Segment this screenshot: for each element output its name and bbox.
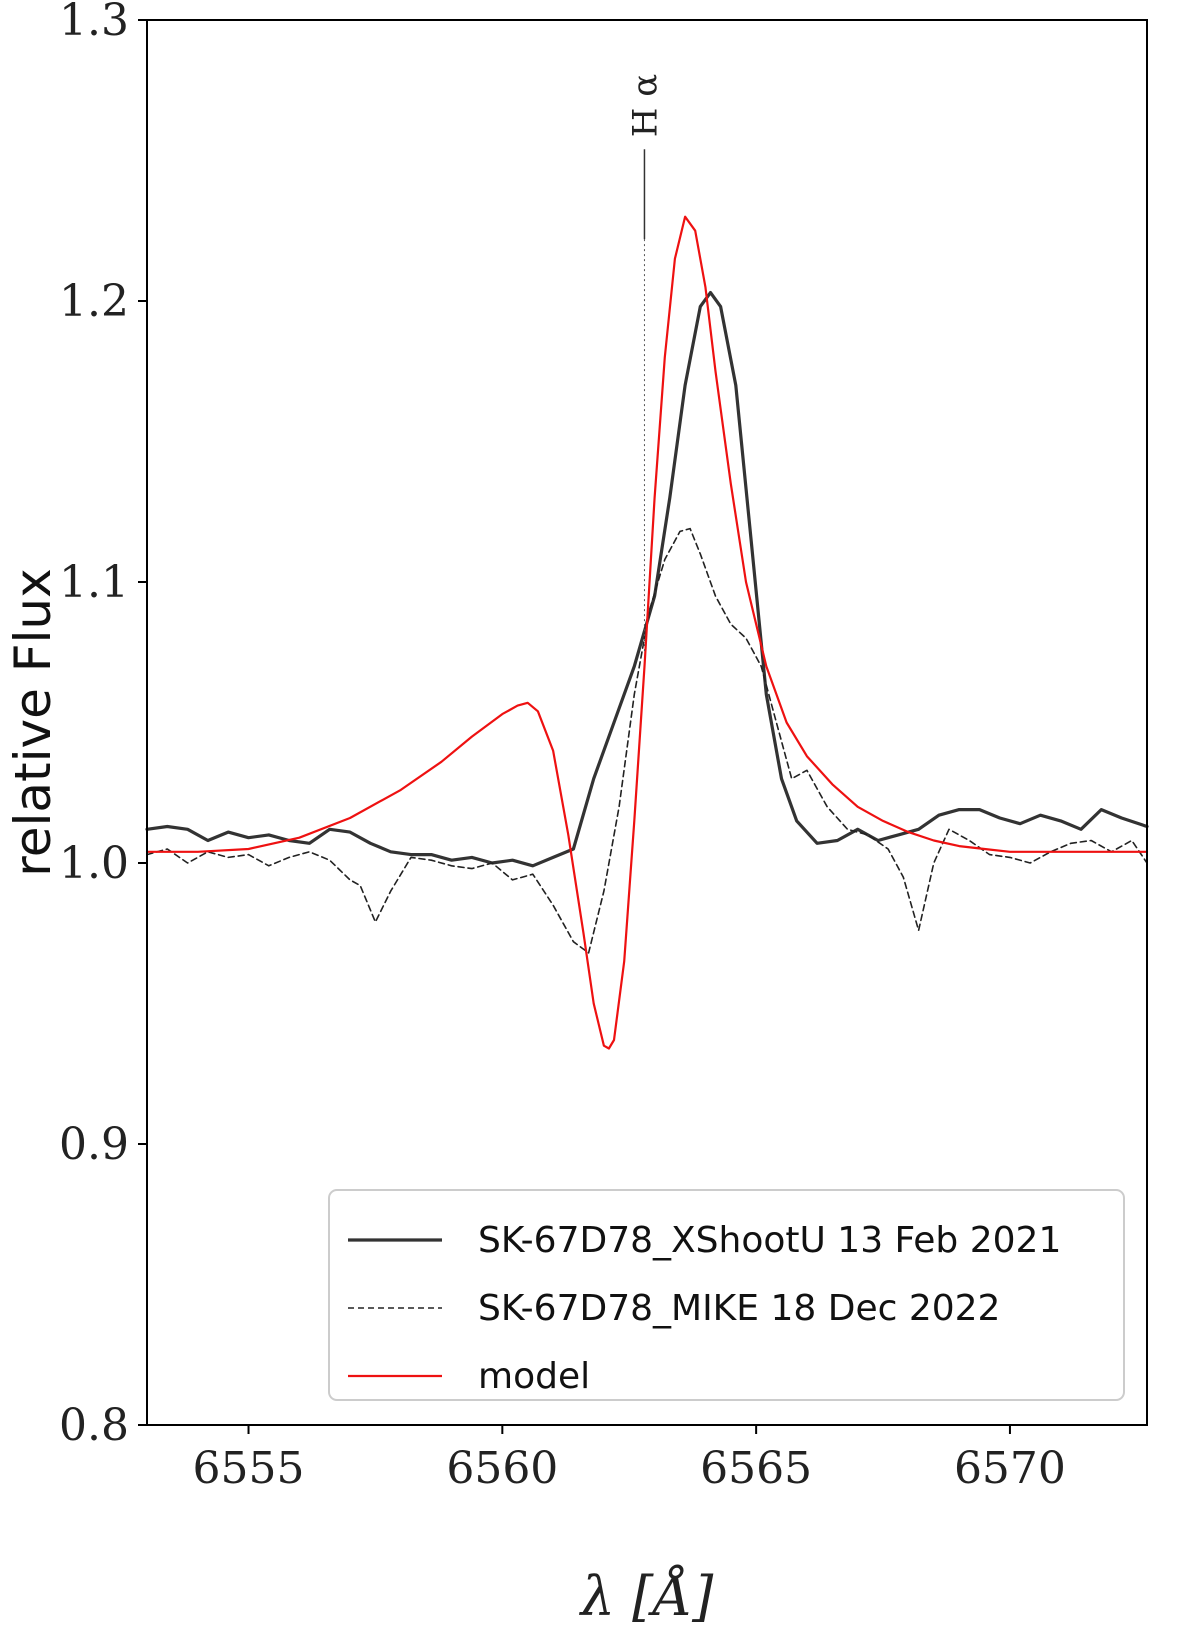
x-tick-label: 6560 (446, 1443, 558, 1494)
x-tick-label: 6555 (193, 1443, 305, 1494)
axis-ticks: 6555 6560 6565 6570 0.8 0.9 1.0 1.1 1.2 1.3 (59, 0, 1066, 1494)
x-axis-title: λ [Å] (579, 1563, 714, 1628)
plot-area (145, 215, 1149, 1050)
h-alpha-label: H α (625, 74, 665, 137)
legend-box (328, 1189, 1125, 1401)
h-alpha-annotation: H α (625, 74, 665, 653)
plot-frame (146, 19, 1148, 1426)
y-tick-label: 0.8 (59, 1400, 129, 1451)
y-tick-label: 0.9 (59, 1119, 129, 1170)
x-tick-label: 6565 (700, 1443, 812, 1494)
xshootu-series-line (145, 291, 1149, 868)
model-series-line (145, 215, 1149, 1050)
y-tick-label: 1.3 (59, 0, 129, 46)
y-tick-label: 1.1 (59, 557, 129, 608)
y-tick-label: 1.2 (59, 276, 129, 327)
mike-series-line (146, 527, 1148, 954)
legend-label: model (478, 1356, 590, 1397)
legend-label: SK-67D78_XShootU 13 Feb 2021 (478, 1220, 1061, 1261)
y-axis-title: relative Flux (4, 568, 62, 876)
y-tick-label: 1.0 (59, 838, 129, 889)
legend: SK-67D78_XShootU 13 Feb 2021 SK-67D78_MIK… (328, 1189, 1125, 1401)
legend-label: SK-67D78_MIKE 18 Dec 2022 (478, 1288, 1000, 1329)
x-tick-label: 6570 (954, 1443, 1066, 1494)
